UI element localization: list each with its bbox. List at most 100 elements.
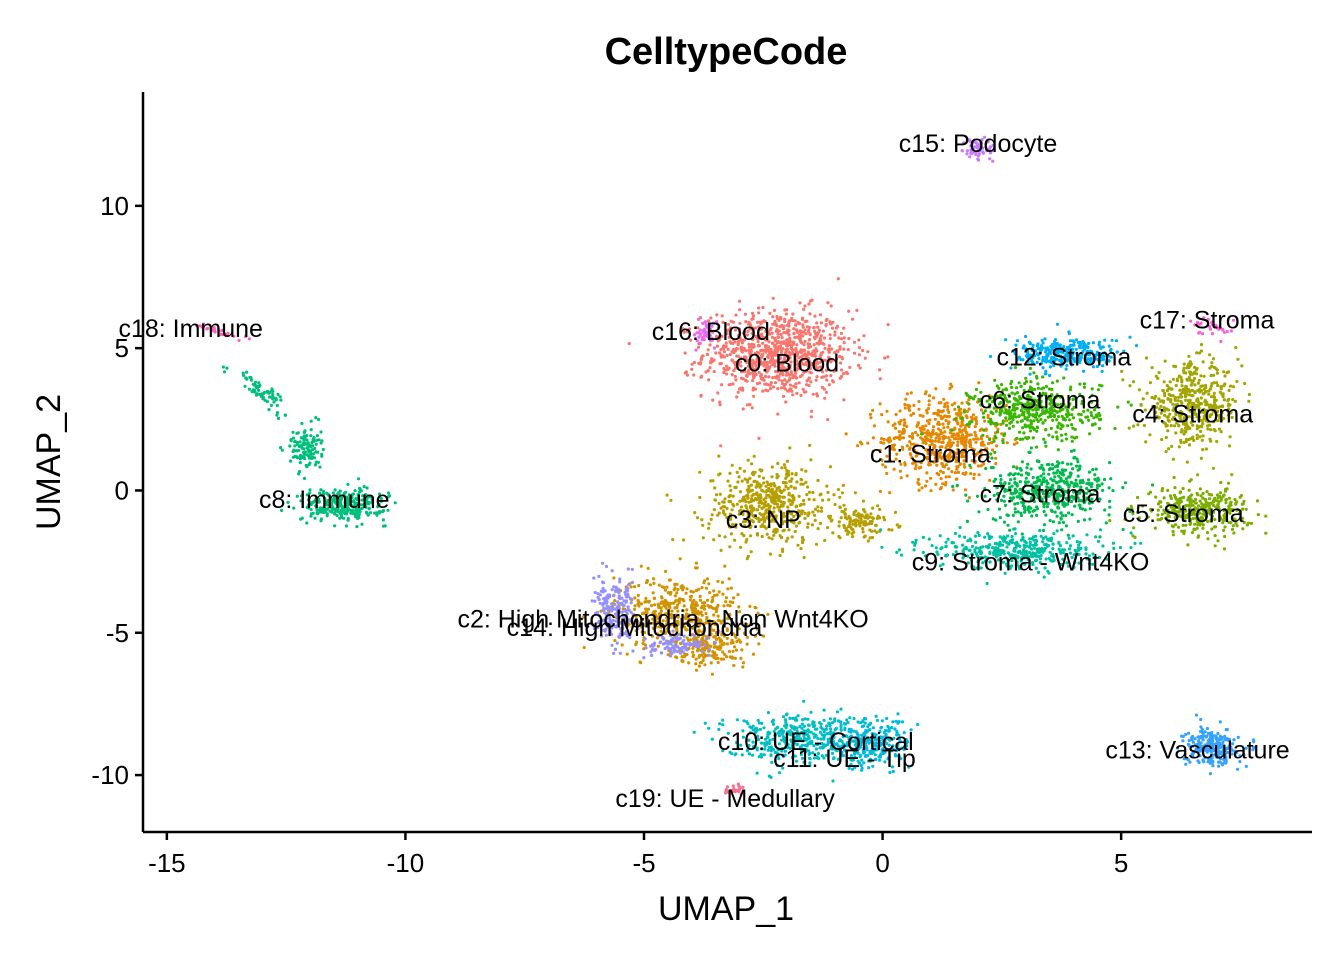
point-c8 — [243, 384, 247, 388]
point-c3 — [799, 482, 803, 486]
point-c6 — [1126, 400, 1130, 404]
point-c0 — [740, 387, 744, 391]
point-c5 — [1205, 531, 1210, 535]
point-c0 — [825, 317, 829, 321]
point-c8 — [356, 477, 361, 481]
point-c0 — [741, 407, 745, 411]
point-c1 — [897, 430, 901, 434]
point-c4 — [1182, 440, 1186, 444]
point-c0 — [798, 339, 803, 343]
point-c0 — [800, 361, 804, 365]
point-c4 — [1211, 357, 1216, 361]
point-c0 — [758, 359, 762, 363]
point-c6 — [1075, 435, 1079, 439]
point-c0 — [778, 346, 782, 350]
point-c0 — [724, 372, 729, 376]
point-c2 — [657, 583, 661, 587]
point-c0 — [788, 366, 792, 370]
point-c0 — [790, 316, 794, 321]
point-c3 — [830, 518, 834, 522]
point-c1 — [967, 398, 971, 402]
point-c3 — [875, 530, 879, 535]
point-c7 — [1093, 473, 1097, 477]
point-c8 — [248, 375, 252, 379]
point-c4 — [1200, 438, 1204, 442]
point-c3 — [773, 484, 777, 488]
point-c0 — [782, 394, 786, 398]
point-c3 — [789, 485, 793, 489]
point-c3 — [796, 543, 800, 547]
point-c1 — [940, 431, 944, 435]
point-c3 — [838, 506, 842, 510]
point-c6 — [1084, 415, 1088, 419]
point-c1 — [956, 433, 961, 437]
point-c0 — [747, 342, 751, 346]
point-c2 — [717, 647, 722, 651]
point-c8 — [306, 454, 310, 458]
point-c6 — [1018, 437, 1022, 441]
point-c0 — [807, 357, 811, 361]
point-c1 — [888, 459, 892, 463]
point-c1 — [932, 396, 936, 400]
point-c1 — [917, 466, 921, 470]
point-c0 — [681, 327, 685, 331]
point-c3 — [795, 480, 799, 484]
point-c0 — [792, 327, 796, 331]
point-c6 — [1032, 427, 1036, 432]
point-c0 — [822, 336, 827, 340]
point-c0 — [808, 312, 812, 316]
point-c0 — [747, 361, 752, 365]
point-c0 — [722, 347, 726, 351]
point-c7 — [1066, 462, 1070, 466]
point-c5 — [1205, 490, 1209, 494]
point-c0 — [735, 395, 739, 399]
point-c0 — [812, 343, 816, 347]
point-c0 — [825, 378, 829, 382]
point-c4 — [1222, 370, 1226, 374]
point-c0 — [784, 312, 788, 316]
point-c0 — [852, 351, 857, 355]
point-c6 — [1094, 414, 1099, 418]
point-c0 — [824, 368, 829, 372]
point-c0 — [730, 358, 734, 362]
point-c0 — [807, 338, 812, 342]
point-c7 — [1054, 465, 1058, 469]
point-c0 — [833, 350, 837, 355]
point-c0 — [771, 376, 775, 380]
point-c1 — [936, 427, 941, 431]
point-c7 — [1104, 521, 1108, 525]
point-c1 — [944, 463, 948, 467]
point-c4 — [1174, 396, 1178, 400]
point-c0 — [745, 359, 749, 363]
point-c0 — [752, 362, 756, 366]
point-c0 — [815, 366, 820, 370]
point-c3 — [738, 499, 742, 503]
point-c0 — [756, 340, 760, 344]
point-c3 — [754, 492, 758, 496]
point-c3 — [801, 538, 806, 542]
point-c0 — [807, 376, 811, 380]
point-c4 — [1128, 384, 1132, 388]
point-c4 — [1150, 395, 1154, 400]
point-c2 — [727, 649, 732, 654]
point-c8 — [310, 456, 314, 460]
point-c4 — [1154, 394, 1158, 398]
point-c3 — [698, 470, 702, 474]
point-c8 — [297, 444, 302, 449]
point-c7 — [1075, 457, 1079, 461]
point-c5 — [1244, 507, 1248, 511]
point-c1 — [950, 470, 954, 474]
point-c6 — [1071, 416, 1076, 420]
point-c6 — [1024, 436, 1028, 440]
point-c2 — [702, 601, 707, 605]
point-c1 — [977, 381, 981, 385]
point-c0 — [748, 353, 752, 357]
point-c1 — [938, 451, 943, 455]
point-c0 — [789, 360, 793, 364]
point-c6 — [993, 434, 997, 438]
point-c4 — [1195, 433, 1199, 437]
point-c0 — [815, 341, 819, 345]
point-c3 — [890, 528, 894, 532]
point-c1 — [964, 414, 968, 418]
point-c0 — [690, 367, 694, 371]
